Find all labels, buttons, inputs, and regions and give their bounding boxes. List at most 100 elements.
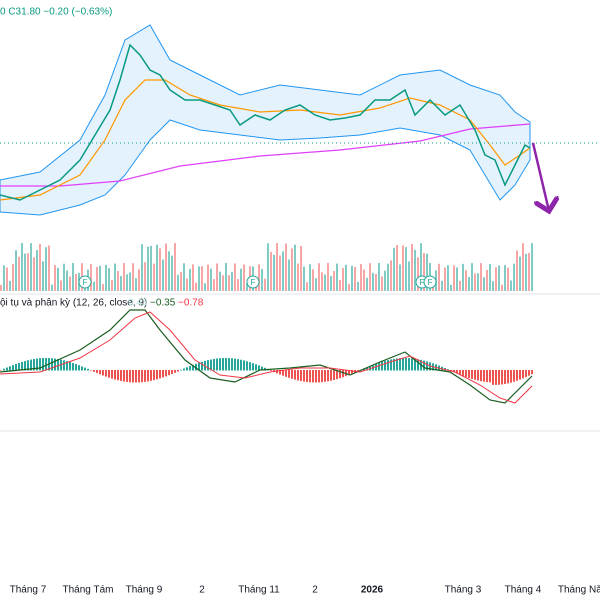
volume-bar [477,273,479,291]
histogram-bar [246,361,248,371]
histogram-bar [90,370,92,371]
volume-bar [369,263,371,291]
time-axis-label: Tháng 4 [505,585,542,596]
volume-bar [246,283,248,291]
volume-bar [3,265,5,291]
histogram-bar [198,362,200,371]
bollinger-band [0,24,531,216]
histogram-bar [324,370,326,382]
volume-bar [306,282,308,291]
volume-bar [363,269,365,291]
volume-bar [360,264,362,291]
histogram-bar [408,358,410,371]
volume-bar [345,264,347,291]
histogram-bar [282,370,284,376]
histogram-bar [168,370,170,376]
signal-line [0,311,533,404]
volume-bar [129,272,131,291]
histogram-bar [99,370,101,375]
volume-bar [102,284,104,291]
macd-value: −0.35 [150,298,176,309]
volume-bar [354,266,356,291]
volume-bar [318,263,320,291]
histogram-bar [312,370,314,383]
volume-bar [135,278,137,291]
histogram-bar [183,368,185,371]
histogram-bar [129,370,131,383]
histogram-bar [81,366,83,371]
volume-bar [423,253,425,291]
histogram-bar [132,370,134,383]
event-marker-label: F [420,278,425,287]
event-marker [246,275,260,289]
histogram-bar [300,370,302,382]
volume-bar [480,263,482,291]
histogram-bar [9,366,11,371]
histogram-bar [75,364,77,371]
volume-bar [459,280,461,291]
volume-bar [96,266,98,291]
volume-bar [285,243,287,291]
histogram-bar [279,370,281,375]
histogram-bar [462,370,464,376]
volume-bar [417,257,419,291]
histogram-bar [495,370,497,385]
histogram-bar [327,370,329,382]
volume-bar [525,253,527,291]
volume-bar [444,267,446,291]
histogram-bar [69,362,71,371]
histogram-bar [96,370,98,374]
volume-bar [105,264,107,291]
histogram-bar [333,370,335,380]
volume-bar [18,256,20,291]
volume-bar [294,244,296,291]
volume-bar [21,243,23,291]
volume-bar [51,284,53,291]
volume-bar [441,280,443,291]
price-line [0,43,531,201]
event-marker [423,275,437,289]
volume-bar [321,272,323,291]
volume-bar [342,268,344,291]
volume-bar [243,264,245,291]
histogram-bar [423,360,425,371]
histogram-bar [522,370,524,379]
histogram-bar [135,370,137,383]
volume-bar [351,265,353,291]
histogram-bar [486,370,488,383]
histogram-bar [117,370,119,381]
volume-bar [522,243,524,291]
histogram-bar [138,370,140,383]
arrow [531,142,549,211]
histogram-bar [120,370,122,381]
histogram-bar [177,370,179,372]
histogram-bar [453,370,455,373]
histogram-bar [396,358,398,371]
histogram-bar [66,361,68,371]
volume-bar [27,253,29,291]
histogram-bar [33,359,35,371]
volume-bar [9,280,11,291]
volume-bar [528,252,530,291]
histogram-bar [489,370,491,383]
volume-bar [240,268,242,291]
histogram-bar [15,363,17,371]
histogram-bar [6,367,8,371]
histogram-bar [450,370,452,372]
histogram-bar [342,370,344,378]
volume-bar [327,263,329,291]
ema-line [0,79,531,201]
volume-bar [204,283,206,291]
histogram-bar [201,361,203,371]
histogram-bar [93,370,95,372]
histogram-bar [399,358,401,371]
volume-bar [288,259,290,291]
volume-bar [168,251,170,291]
volume-bar [54,265,56,291]
volume-bar [30,243,32,291]
histogram-bar [510,370,512,383]
volume-bar [159,248,161,291]
volume-bar [12,263,14,291]
volume-bar [450,284,452,291]
histogram-bar [174,370,176,373]
